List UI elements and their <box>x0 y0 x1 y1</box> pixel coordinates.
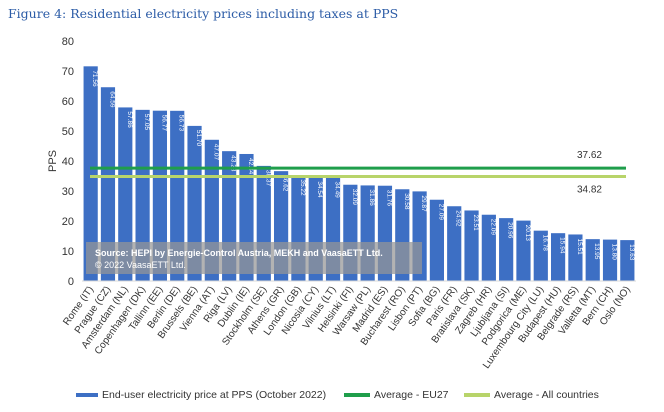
legend-item-prices: End-user electricity price at PPS (Octob… <box>76 389 326 401</box>
bar-value-label: 13.95 <box>593 243 600 260</box>
bar <box>83 66 98 281</box>
bar-value-label: 35.22 <box>299 179 306 196</box>
legend-swatch-eu27 <box>344 393 370 397</box>
bar <box>447 206 462 281</box>
bar-value-label: 31.86 <box>368 189 375 206</box>
bar-value-label: 20.13 <box>524 225 531 242</box>
bar-value-label: 71.56 <box>91 70 98 87</box>
reference-line-label: 37.62 <box>577 150 602 161</box>
bar-value-label: 32.09 <box>351 189 358 206</box>
legend-swatch-prices <box>76 393 98 397</box>
bar-chart: 0 10 20 30 40 50 60 70 80 PPS 71.56 64.59 57.86 57.0… <box>47 36 636 371</box>
y-tick-label: 10 <box>62 246 74 258</box>
y-tick-label: 70 <box>62 66 74 78</box>
bar-value-label: 15.94 <box>559 237 566 254</box>
bar-value-label: 13.63 <box>628 244 635 261</box>
source-annotation: Source: HEPI by Energie-Control Austria,… <box>86 242 422 274</box>
bar-value-label: 29.87 <box>420 195 427 212</box>
bar-value-label: 42.34 <box>247 158 254 175</box>
y-tick-label: 30 <box>62 186 74 198</box>
y-axis: 0 10 20 30 40 50 60 70 80 PPS <box>47 36 74 288</box>
bar-value-label: 22.09 <box>489 219 496 236</box>
legend: End-user electricity price at PPS (Octob… <box>0 389 664 407</box>
bar-value-label: 43.28 <box>230 155 237 172</box>
legend-item-eu27: Average - EU27 <box>344 389 449 401</box>
bar-value-label: 56.73 <box>178 115 185 132</box>
bar-value-label: 16.78 <box>541 235 548 252</box>
bar-value-label: 64.59 <box>108 91 115 108</box>
bar <box>170 110 185 281</box>
bar-value-label: 47.07 <box>212 144 219 161</box>
bar-value-label: 34.54 <box>316 181 323 198</box>
bar <box>499 218 514 281</box>
bar-value-label: 23.51 <box>472 214 479 231</box>
bar-value-label: 34.49 <box>334 182 341 199</box>
bar <box>118 107 133 281</box>
bar <box>585 239 600 281</box>
bar-value-label: 57.86 <box>126 111 133 128</box>
y-axis-title: PPS <box>47 150 59 172</box>
bar-value-label: 51.70 <box>195 130 202 147</box>
y-tick-label: 50 <box>62 126 74 138</box>
annotation-box <box>86 242 422 274</box>
bar <box>568 234 583 281</box>
bar <box>516 220 531 281</box>
bar-value-label: 15.51 <box>576 238 583 255</box>
y-tick-label: 80 <box>62 36 74 48</box>
bar-value-label: 36.62 <box>282 175 289 192</box>
y-tick-label: 40 <box>62 156 74 168</box>
reference-lines: 37.62 34.82 <box>90 150 626 196</box>
annotation-source: Source: HEPI by Energie-Control Austria,… <box>95 248 383 258</box>
bar <box>100 87 116 281</box>
bar-value-label: 20.96 <box>507 222 514 239</box>
annotation-copyright: © 2022 VaasaETT Ltd. <box>95 260 186 270</box>
bar <box>135 109 150 281</box>
y-tick-label: 60 <box>62 96 74 108</box>
bar <box>429 199 445 281</box>
y-tick-label: 0 <box>68 276 74 288</box>
bar <box>602 239 618 281</box>
legend-label-all: Average - All countries <box>494 389 599 401</box>
bar <box>620 240 635 281</box>
bar <box>464 210 479 281</box>
legend-swatch-all <box>464 393 490 397</box>
x-axis-labels: Rome (IT)Prague (CZ)Amsterdam (NL)Copenh… <box>61 280 636 371</box>
bar-value-label: 27.09 <box>437 204 444 221</box>
figure-title: Figure 4: Residential electricity prices… <box>8 6 399 21</box>
bar-value-label: 57.05 <box>143 114 150 131</box>
y-tick-label: 20 <box>62 216 74 228</box>
bar-value-label: 56.77 <box>160 115 167 132</box>
bar-value-label: 31.76 <box>385 190 392 207</box>
bar <box>550 233 566 281</box>
bar-value-labels: 71.56 64.59 57.86 57.05 56.77 56.73 51.70 47.07… <box>91 70 635 260</box>
bar <box>152 110 168 281</box>
bar <box>481 214 496 281</box>
bar-value-label: 38.37 <box>264 170 271 187</box>
bar <box>533 230 548 281</box>
legend-label-eu27: Average - EU27 <box>374 389 449 401</box>
legend-item-all: Average - All countries <box>464 389 599 401</box>
bar-value-label: 30.58 <box>403 193 410 210</box>
bar-value-label: 13.80 <box>611 244 618 261</box>
legend-label-prices: End-user electricity price at PPS (Octob… <box>102 389 327 401</box>
reference-line-label: 34.82 <box>577 185 602 196</box>
bar-value-label: 24.92 <box>455 210 462 227</box>
